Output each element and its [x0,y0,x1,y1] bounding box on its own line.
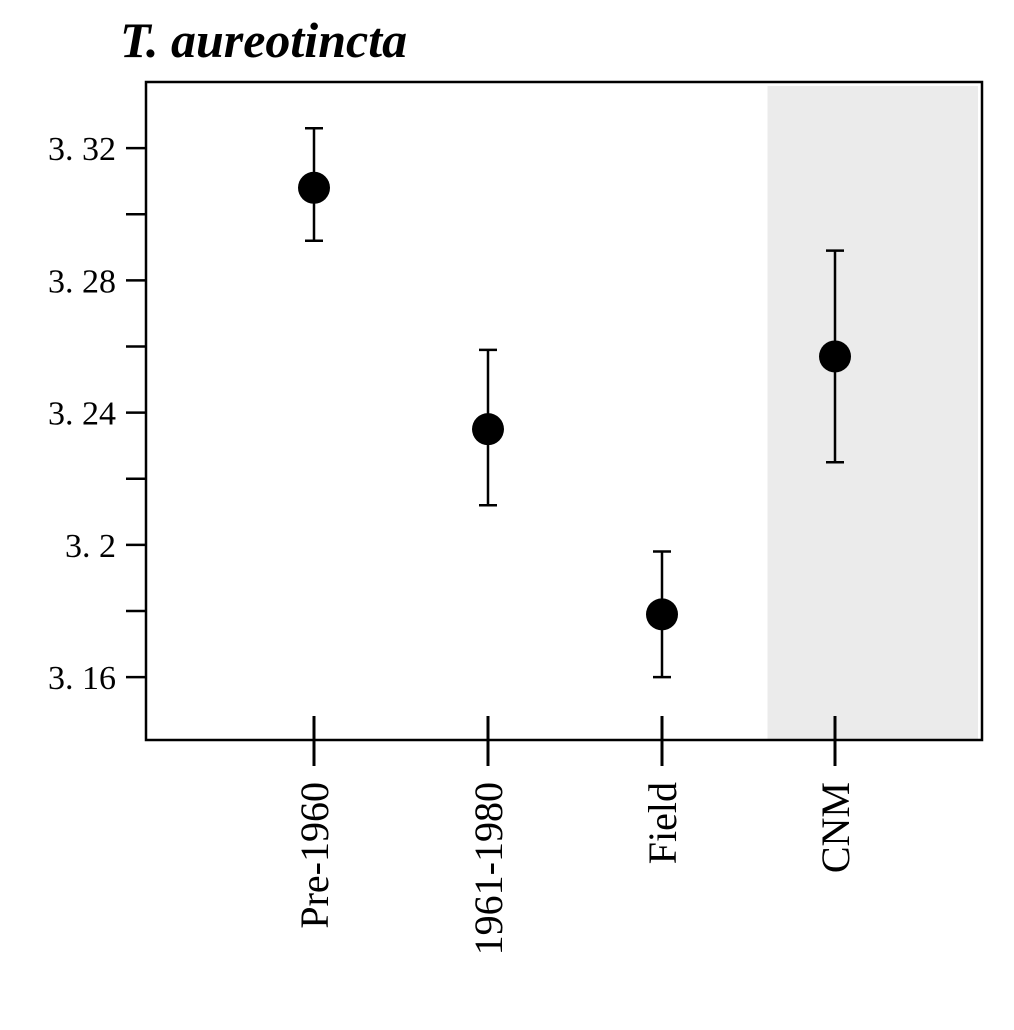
shaded-region-cnm [767,86,978,740]
data-point [819,340,851,373]
y-axis: 3. 16 3. 2 3. 24 3. 28 3. 32 [48,131,146,697]
data-marks [298,127,851,679]
data-point [298,171,330,204]
x-tick-label: Pre-1960 [292,782,337,929]
plot-background [767,86,978,740]
data-point [472,413,504,446]
y-tick-label: 3. 2 [65,528,116,565]
plot-frame [144,80,984,742]
chart-title: T. aureotincta [120,12,407,68]
data-point [646,598,678,631]
y-tick-label: 3. 28 [48,263,116,300]
x-axis: Pre-1960 1961-1980 Field CNM [292,716,858,955]
y-tick-label: 3. 16 [48,660,116,697]
y-tick-label: 3. 32 [48,131,116,168]
x-tick-label: Field [640,782,685,864]
x-tick-label: 1961-1980 [466,782,511,955]
x-tick-label: CNM [813,782,858,873]
y-tick-label: 3. 24 [48,396,116,433]
